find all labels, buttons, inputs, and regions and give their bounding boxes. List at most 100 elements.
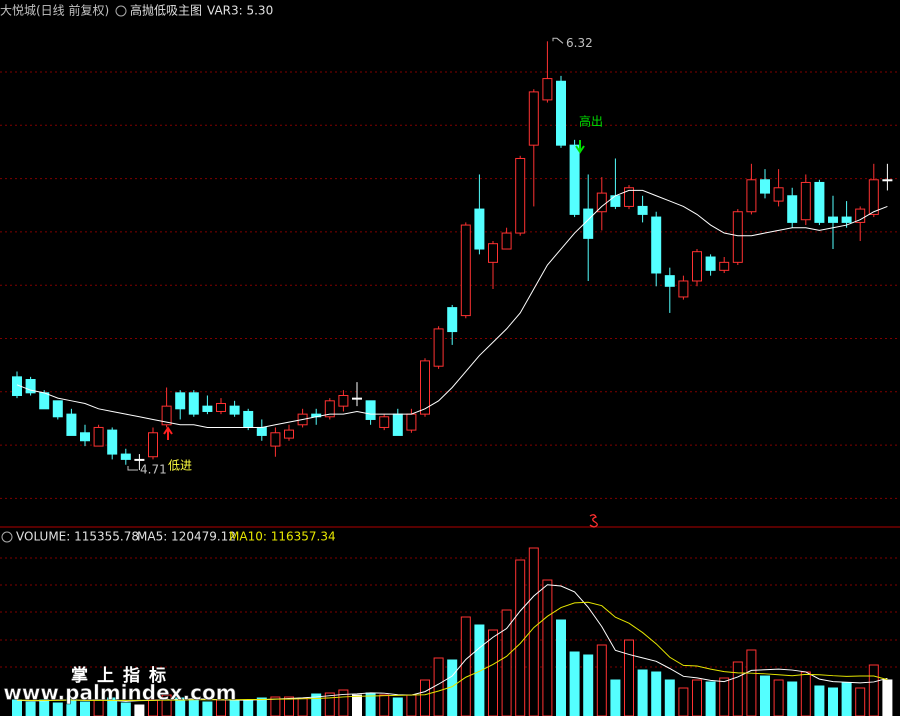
volume-bar	[311, 693, 322, 716]
candle-body	[256, 426, 267, 436]
volume-bar	[515, 559, 526, 716]
volume-bar	[25, 701, 36, 716]
volume-bar	[760, 675, 770, 716]
volume-bar	[488, 629, 498, 716]
sell-signal: 高出	[579, 114, 603, 129]
volume-bar	[773, 679, 784, 716]
volume-bar	[501, 609, 512, 716]
volume-bar	[52, 702, 63, 716]
buy-arrow	[163, 426, 173, 440]
volume-bar	[324, 692, 335, 716]
volume-bar	[651, 671, 662, 716]
volume-bar	[868, 664, 879, 716]
volume-bar	[474, 624, 485, 716]
volume-bar	[338, 689, 349, 716]
moving-average	[16, 189, 888, 428]
volume-bar	[882, 679, 893, 716]
volume-bar	[705, 681, 716, 716]
candle-body	[800, 181, 811, 221]
marker-icon	[589, 514, 598, 528]
candle-body	[243, 410, 254, 428]
volume-ma-line	[16, 601, 888, 701]
candle-body	[52, 400, 63, 418]
candle-body	[610, 195, 621, 207]
candle-body	[202, 405, 213, 412]
ma5-label: MA5: 120479.12	[137, 530, 236, 544]
candle-body	[719, 261, 730, 271]
candle-body	[746, 179, 757, 213]
volume-bar	[379, 694, 390, 716]
candle-body	[352, 397, 362, 400]
candle-body	[93, 426, 104, 447]
volume-bar	[637, 669, 648, 716]
volume-bar	[556, 619, 566, 716]
volume-bar	[732, 661, 743, 716]
volume-bar	[664, 679, 675, 716]
buy-signal: 低进	[168, 459, 192, 473]
stock-title: 大悦城(日线 前复权)	[0, 3, 109, 18]
volume-bar	[66, 697, 77, 716]
candle-body	[651, 216, 662, 274]
candle-body	[828, 216, 838, 223]
volume-bar	[80, 701, 90, 716]
high-pointer	[552, 37, 564, 44]
sell-arrow	[575, 140, 585, 154]
watermark-url: www.palmindex.com	[3, 681, 236, 705]
candle-body	[148, 432, 158, 458]
candle-body	[460, 224, 471, 317]
candle-body	[25, 379, 36, 394]
volume-bar	[107, 697, 118, 716]
candle-body	[80, 432, 90, 442]
ma10-label: MA10: 116357.34	[229, 530, 336, 544]
volume-bar	[746, 649, 757, 716]
volume-bar	[814, 685, 825, 716]
volume-bar	[161, 694, 172, 716]
volume-bar	[583, 654, 594, 716]
volume-bar	[596, 644, 607, 716]
candle-body	[216, 402, 226, 412]
volume-bar	[175, 697, 186, 716]
candle-body	[855, 208, 866, 223]
volume-bar	[297, 697, 308, 716]
candle-body	[637, 205, 648, 215]
volume-bar	[841, 682, 852, 716]
volume-bar	[12, 699, 22, 716]
low-label: 4.71	[140, 463, 167, 477]
candle-body	[678, 280, 689, 298]
watermark-brand: 掌上指标	[71, 665, 175, 686]
volume-bar	[406, 694, 417, 716]
indicator-name: 高抛低吸主图	[130, 3, 202, 18]
menu-icon[interactable]	[1, 531, 13, 543]
candle-body	[760, 179, 770, 194]
candle-body	[488, 243, 498, 263]
menu-icon[interactable]	[115, 5, 127, 17]
candle-body	[447, 307, 458, 333]
candle-body	[66, 413, 77, 436]
volume-bar	[202, 701, 213, 716]
volume-bar	[352, 694, 362, 716]
volume-label: VOLUME: 115355.78	[16, 530, 139, 544]
candle-body	[692, 251, 702, 282]
candle-body	[433, 328, 444, 367]
volume-bar	[270, 696, 281, 716]
candle-body	[569, 144, 580, 215]
volume-bar	[855, 687, 866, 716]
volume-bar	[460, 616, 471, 716]
volume-bar	[392, 697, 403, 716]
candle-body	[270, 432, 281, 447]
candle-body	[528, 91, 539, 146]
candle-body	[161, 405, 172, 426]
candle-body	[882, 179, 893, 182]
volume-bar	[134, 704, 145, 716]
volume-bar	[542, 579, 553, 716]
candle-body	[501, 232, 512, 250]
candle-body	[814, 181, 825, 223]
candle-body	[324, 400, 335, 418]
volume-bar	[692, 679, 702, 716]
candle-body	[474, 208, 485, 250]
candle-body	[379, 416, 390, 428]
candle-body	[542, 78, 553, 101]
